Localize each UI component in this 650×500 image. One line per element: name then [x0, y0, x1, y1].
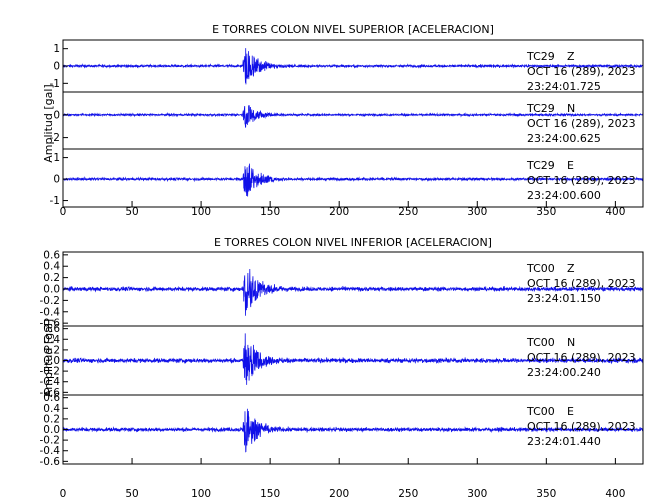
- y-tick-label: 0.4: [43, 261, 60, 273]
- y-axis-label: Amplitud [gal]: [42, 319, 55, 397]
- y-tick-label: -2: [50, 132, 60, 144]
- y-tick-label: -0.4: [40, 306, 61, 318]
- station-code: TC29: [526, 159, 555, 172]
- waveform-trace: [62, 408, 644, 453]
- x-tick-label: 400: [605, 488, 625, 500]
- station-code: TC00: [526, 262, 555, 275]
- x-tick-label: 0: [60, 206, 67, 218]
- component-label: N: [567, 336, 575, 349]
- y-tick-label: -1: [50, 78, 60, 90]
- y-tick-label: 0.4: [43, 334, 60, 346]
- panel-frame: [62, 148, 644, 208]
- record-date: OCT 16 (289), 2023: [527, 117, 636, 130]
- y-tick-label: -0.6: [40, 387, 61, 399]
- trace-panel-tc29-n: 0 -2 TC29 N OCT 16 (289), 2023 23:24:00.625: [50, 91, 644, 150]
- y-tick-label: 0.0: [43, 424, 60, 436]
- y-tick-label: 0: [53, 174, 60, 186]
- trace-panel-tc00-z: 0.60.40.20.0-0.2-0.4-0.6 TC00 Z OCT 16 (289…: [40, 249, 644, 330]
- y-tick-label: 0.2: [43, 413, 60, 425]
- trace-panel-tc29-z: 1 0 -1 TC29 Z OCT 16 (289), 2023 23:24:01.725: [50, 39, 644, 93]
- y-tick-label: 0.2: [43, 272, 60, 284]
- component-label: E: [567, 159, 574, 172]
- record-time: 23:24:00.625: [527, 132, 601, 145]
- y-tick-label: 0.6: [43, 392, 60, 404]
- component-label: Z: [567, 262, 575, 275]
- record-time: 23:24:00.240: [527, 366, 601, 379]
- x-tick-label: 300: [467, 488, 487, 500]
- trace-panel-tc00-e: 0.60.40.20.0-0.2-0.4-0.6 TC00 E OCT 16 (289…: [40, 392, 644, 468]
- station-code: TC29: [526, 102, 555, 115]
- x-tick-label: 400: [605, 206, 625, 218]
- chart-group-2: E TORRES COLON NIVEL INFERIOR [ACELERACI…: [40, 236, 644, 500]
- x-tick-label: 150: [260, 206, 280, 218]
- y-tick-label: -0.4: [40, 376, 61, 388]
- x-tick-label: 350: [536, 206, 556, 218]
- y-tick-label: 0: [53, 61, 60, 73]
- station-code: TC00: [526, 405, 555, 418]
- y-tick-label: 0.6: [43, 323, 60, 335]
- trace-panel-tc00-n: 0.60.40.20.0-0.2-0.4-0.6 TC00 N OCT 16 (289…: [40, 323, 644, 399]
- chart-title: E TORRES COLON NIVEL SUPERIOR [ACELERACI…: [212, 23, 494, 36]
- y-axis-label: Amplitud [gal]: [42, 84, 55, 162]
- chart-title: E TORRES COLON NIVEL INFERIOR [ACELERACI…: [214, 236, 492, 249]
- x-tick-label: 0: [60, 488, 67, 500]
- x-tick-label: 350: [536, 488, 556, 500]
- x-tick-label: 200: [329, 206, 349, 218]
- waveform-trace: [62, 268, 644, 316]
- x-tick-label: 250: [398, 488, 418, 500]
- y-tick-label: 0.6: [43, 249, 60, 261]
- y-tick-label: 0.0: [43, 355, 60, 367]
- record-date: OCT 16 (289), 2023: [527, 351, 636, 364]
- y-tick-label: -0.4: [40, 445, 61, 457]
- x-tick-label: 50: [125, 488, 138, 500]
- y-tick-label: 1: [53, 43, 60, 55]
- record-time: 23:24:01.150: [527, 292, 601, 305]
- record-time: 23:24:01.725: [527, 80, 601, 93]
- record-date: OCT 16 (289), 2023: [527, 65, 636, 78]
- waveform-trace: [62, 105, 644, 128]
- record-time: 23:24:01.440: [527, 435, 601, 448]
- record-date: OCT 16 (289), 2023: [527, 277, 636, 290]
- y-tick-label: -0.2: [40, 366, 61, 378]
- y-tick-label: -0.6: [40, 318, 61, 330]
- y-tick-label: 1: [53, 152, 60, 164]
- y-tick-label: 0.4: [43, 403, 60, 415]
- x-tick-label: 300: [467, 206, 487, 218]
- record-date: OCT 16 (289), 2023: [527, 174, 636, 187]
- record-date: OCT 16 (289), 2023: [527, 420, 636, 433]
- x-tick-label: 250: [398, 206, 418, 218]
- y-tick-label: 0.0: [43, 284, 60, 296]
- component-label: N: [567, 102, 575, 115]
- y-tick-label: -0.2: [40, 435, 61, 447]
- chart-group-1: E TORRES COLON NIVEL SUPERIOR [ACELERACI…: [42, 23, 644, 218]
- station-code: TC00: [526, 336, 555, 349]
- y-tick-label: 0: [53, 109, 60, 121]
- x-tick-label: 50: [125, 206, 138, 218]
- component-label: Z: [567, 50, 575, 63]
- x-tick-label: 100: [191, 206, 211, 218]
- record-time: 23:24:00.600: [527, 189, 601, 202]
- trace-panel-tc29-e: 1 0 -1 TC29 E OCT 16 (289), 2023 23:24:00.600: [50, 148, 644, 208]
- x-tick-label: 200: [329, 488, 349, 500]
- x-tick-label: 100: [191, 488, 211, 500]
- component-label: E: [567, 405, 574, 418]
- y-tick-label: -0.2: [40, 295, 61, 307]
- station-code: TC29: [526, 50, 555, 63]
- y-tick-label: -1: [50, 195, 60, 207]
- waveform-trace: [62, 333, 644, 385]
- waveform-trace: [62, 163, 644, 197]
- y-tick-label: -0.6: [40, 456, 61, 468]
- x-tick-label: 150: [260, 488, 280, 500]
- waveform-trace: [62, 48, 644, 85]
- y-tick-label: 0.2: [43, 344, 60, 356]
